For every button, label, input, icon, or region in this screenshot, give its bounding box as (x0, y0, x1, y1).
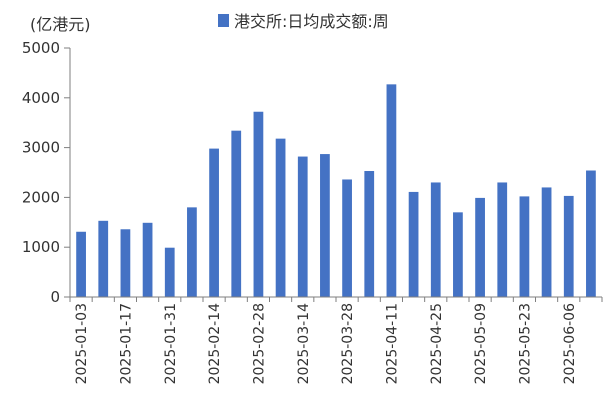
bar-2025-06-06 (563, 195, 574, 297)
x-tick-label: 2025-01-31 (163, 303, 179, 384)
x-tick-label: 2025-05-09 (473, 303, 489, 384)
y-axis-unit-label: (亿港元) (30, 15, 91, 34)
bar-2025-03-07 (275, 138, 286, 297)
bar-2025-04-04 (364, 171, 375, 297)
bar-2025-01-31 (164, 247, 175, 297)
axes (69, 48, 603, 302)
y-tick-label: 0 (50, 288, 60, 306)
bar-2025-02-28 (253, 111, 264, 298)
y-axis: 0 1000 2000 3000 4000 5000 (22, 39, 70, 306)
x-tick-label: 2025-06-06 (562, 303, 578, 384)
bar-2025-04-11 (386, 84, 397, 297)
y-tick-label: 4000 (22, 89, 60, 107)
legend-label: 港交所:日均成交额:周 (234, 12, 389, 31)
x-tick-label: 2025-01-03 (74, 303, 90, 384)
x-axis: 2025-01-03 2025-01-17 2025-01-31 2025-02-14… (74, 303, 578, 384)
bar-2025-05-02 (453, 212, 463, 297)
bar-2025-04-25 (430, 182, 441, 297)
x-tick-label: 2025-02-14 (207, 303, 223, 384)
x-tick-label: 2025-02-28 (251, 303, 267, 384)
bar-2025-01-10 (98, 220, 109, 297)
bar-2025-05-16 (497, 182, 508, 297)
bars (76, 84, 596, 298)
legend: 港交所:日均成交额:周 (218, 12, 389, 31)
y-tick-label: 3000 (22, 139, 60, 157)
bar-2025-03-28 (342, 179, 352, 297)
bar-2025-01-17 (120, 229, 131, 297)
bar-2025-03-21 (320, 154, 330, 297)
y-tick-label: 5000 (22, 39, 60, 57)
bar-2025-01-03 (76, 231, 86, 297)
bar-2025-05-30 (541, 187, 552, 297)
bar-2025-05-09 (475, 197, 485, 297)
bar-2025-03-14 (297, 156, 308, 297)
bar-2025-06-13 (586, 170, 596, 297)
x-tick-label: 2025-03-28 (340, 303, 356, 384)
x-tick-label: 2025-04-25 (429, 303, 445, 384)
bar-2025-05-23 (519, 196, 530, 297)
bar-2025-02-07 (187, 207, 197, 297)
y-tick-label: 1000 (22, 238, 60, 256)
x-tick-label: 2025-04-11 (384, 303, 400, 384)
bar-2025-04-18 (408, 191, 419, 297)
x-tick-label: 2025-03-14 (296, 303, 312, 384)
bar-2025-01-24 (142, 222, 153, 297)
bar-2025-02-14 (209, 148, 219, 297)
x-tick-label: 2025-05-23 (517, 303, 533, 384)
bar-2025-02-21 (231, 130, 242, 297)
y-tick-label: 2000 (22, 188, 60, 206)
legend-swatch (218, 14, 229, 27)
x-tick-label: 2025-01-17 (118, 303, 134, 384)
